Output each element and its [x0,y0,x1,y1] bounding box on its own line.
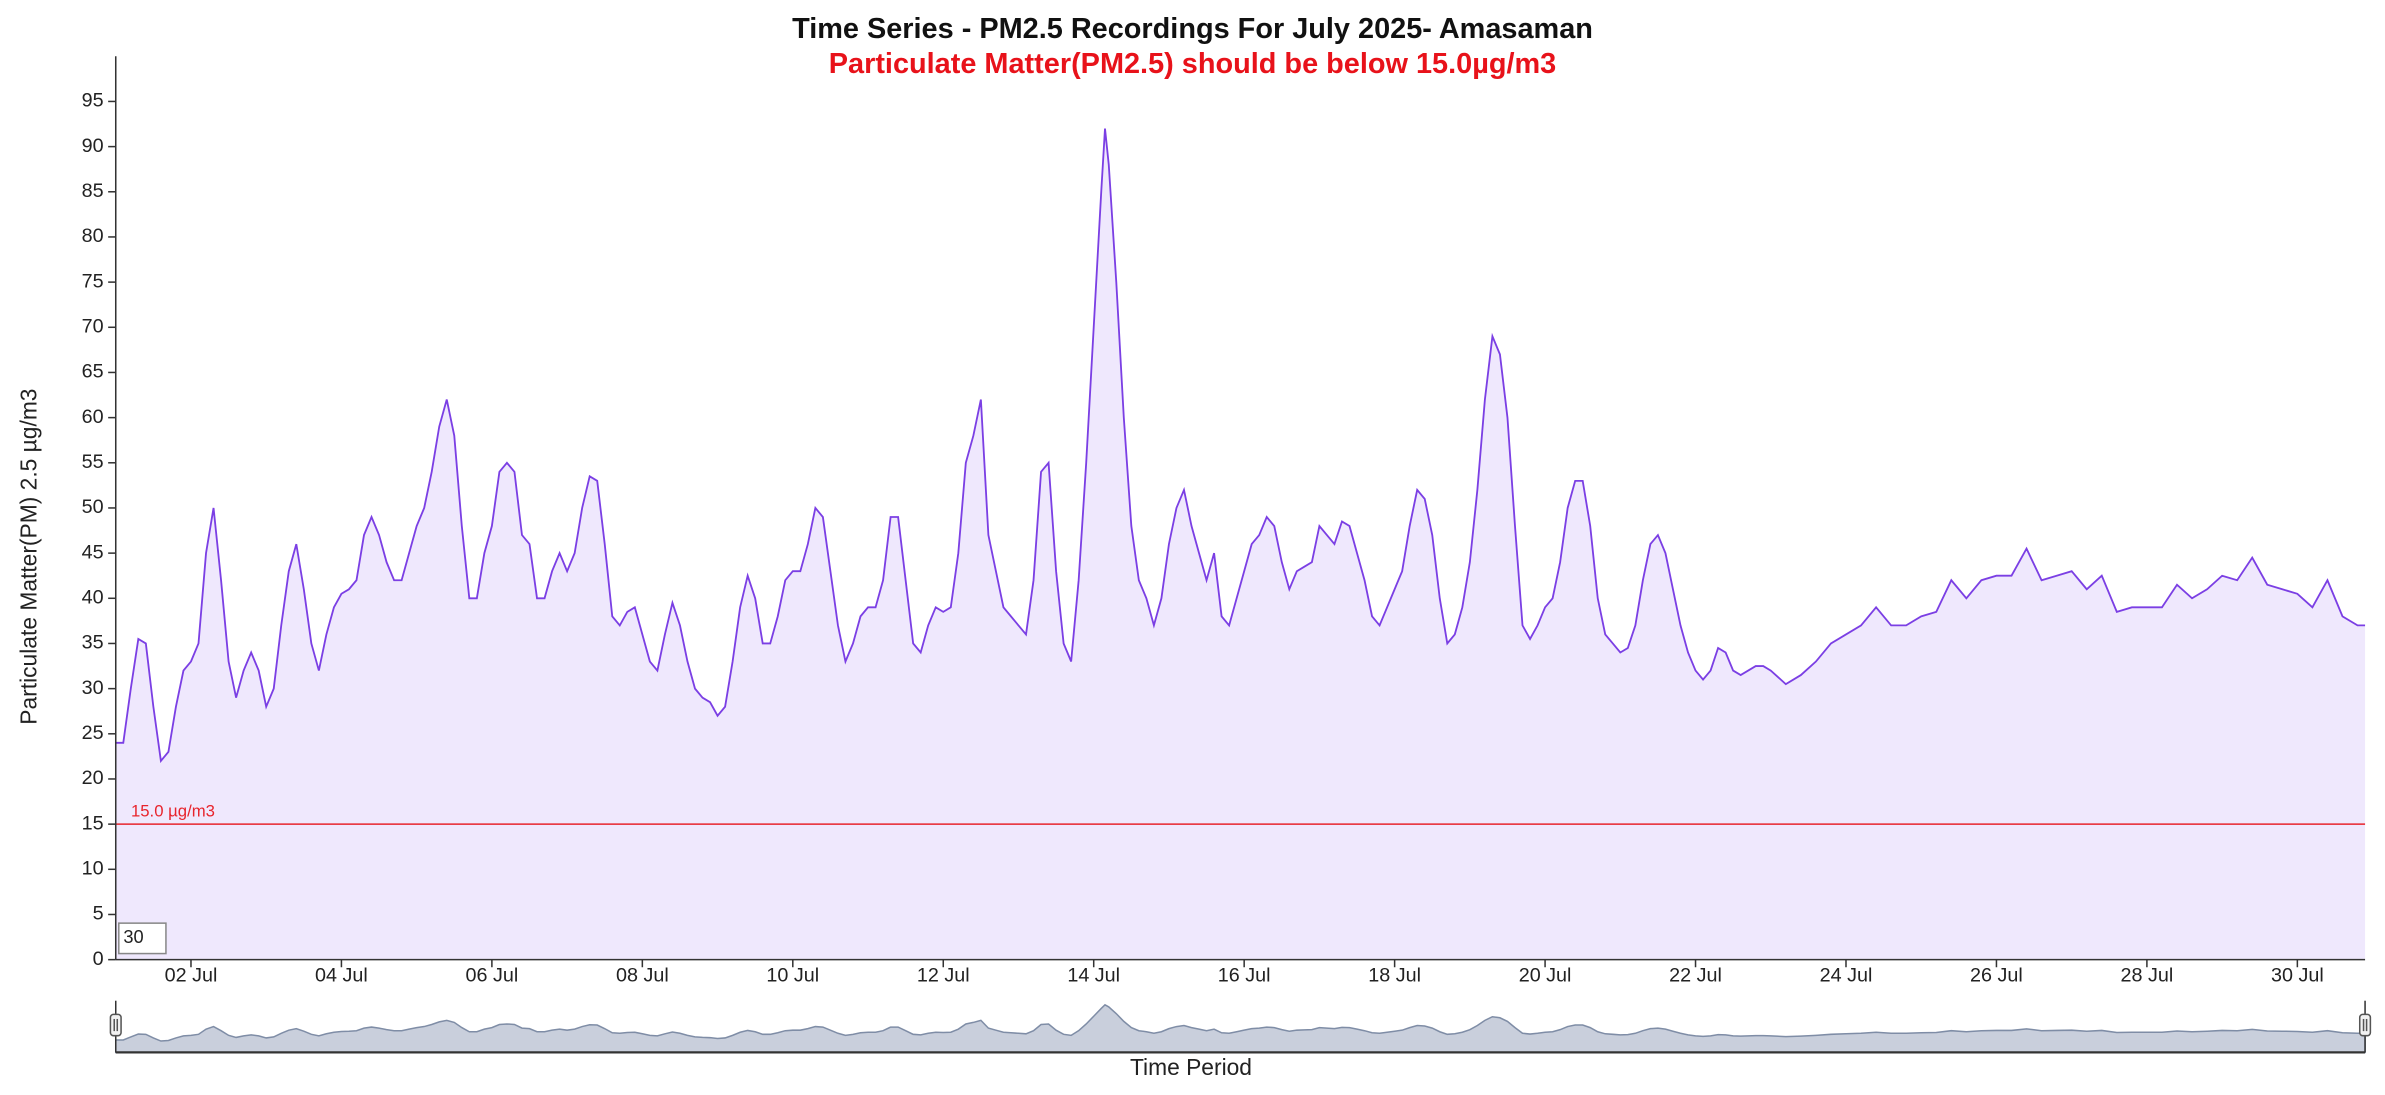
y-tick-label: 5 [93,903,104,925]
y-tick-label: 30 [82,677,104,699]
x-tick-label: 06 Jul [466,965,519,987]
y-tick-label: 20 [82,767,104,789]
x-tick-label: 22 Jul [1669,965,1722,987]
y-tick-label: 90 [82,135,104,157]
x-tick-label: 10 Jul [766,965,819,987]
y-tick-label: 45 [82,541,104,563]
x-tick-label: 14 Jul [1067,965,1120,987]
x-tick-label: 02 Jul [165,965,218,987]
navigator-handle[interactable] [109,1013,122,1037]
x-tick-label: 16 Jul [1218,965,1271,987]
x-axis-label: Time Period [1130,1054,1252,1080]
series-line [115,128,2366,764]
navigator-area [114,1003,2366,1054]
y-tick-label: 15 [82,812,104,834]
zoom-input-box [118,922,167,955]
x-tick-label: 20 Jul [1519,965,1572,987]
navigator-handle[interactable] [2358,1013,2372,1037]
x-tick-label: 26 Jul [1970,965,2023,987]
y-tick-label: 75 [82,270,104,292]
y-tick-label: 55 [82,451,104,473]
y-tick-label: 80 [82,225,104,247]
y-tick-label: 85 [82,180,104,202]
y-tick-label: 0 [93,948,104,970]
chart-title: Time Series - PM2.5 Recordings For July … [792,13,1593,45]
y-tick-label: 35 [82,632,104,654]
y-tick-label: 25 [82,722,104,744]
zoom-input: 30 [123,926,143,947]
x-tick-label: 28 Jul [2121,965,2174,987]
x-tick-label: 12 Jul [917,965,970,987]
threshold-label: 15.0 µg/m3 [131,801,215,820]
y-tick-label: 95 [82,90,104,112]
x-tick-label: 08 Jul [616,965,669,987]
y-tick-label: 10 [82,858,104,880]
x-tick-label: 18 Jul [1368,965,1421,987]
y-tick-label: 60 [82,406,104,428]
x-tick-label: 30 Jul [2271,965,2324,987]
y-tick-label: 70 [82,316,104,338]
y-tick-label: 40 [82,587,104,609]
x-tick-label: 24 Jul [1820,965,1873,987]
y-axis-label: Particulate Matter(PM) 2.5 µg/m3 [16,389,42,725]
chart-subtitle: Particulate Matter(PM2.5) should be belo… [829,48,1556,80]
y-tick-label: 65 [82,361,104,383]
area-fill [115,128,2366,960]
y-tick-label: 50 [82,496,104,518]
x-tick-label: 04 Jul [315,965,368,987]
